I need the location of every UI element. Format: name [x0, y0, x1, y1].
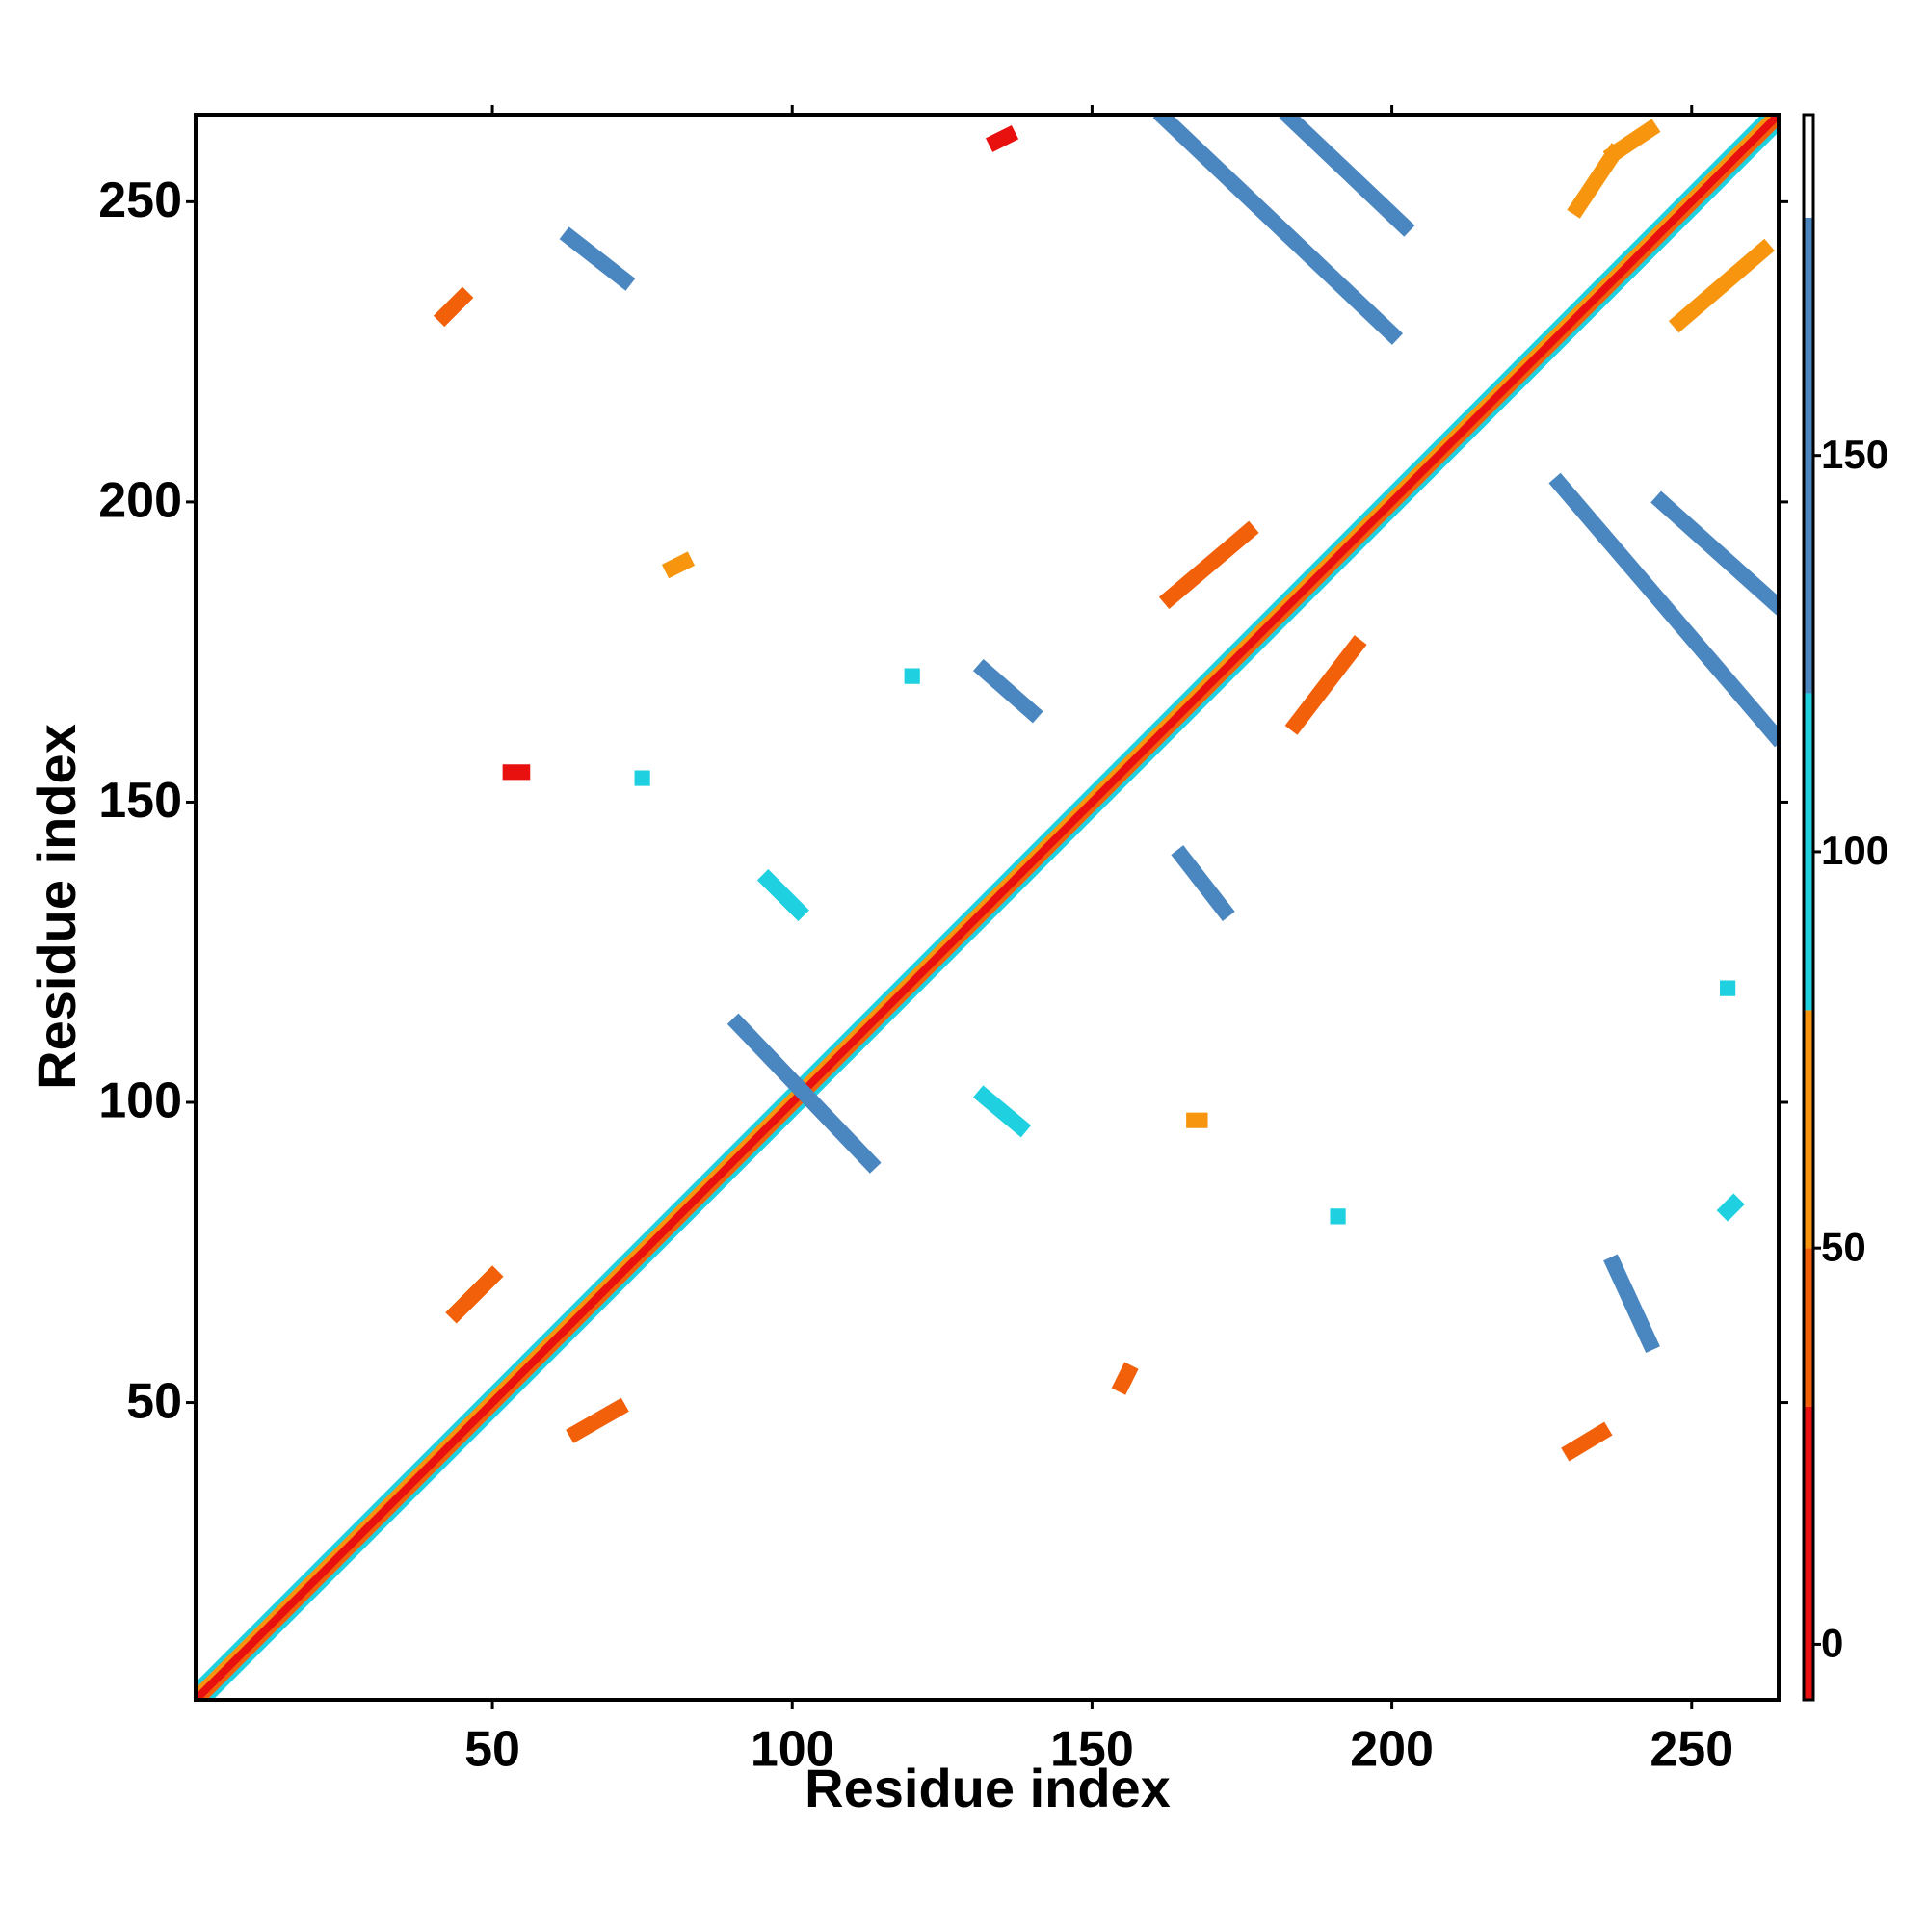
- diagonal-band: [196, 115, 1779, 1700]
- colorbar-tick-label: 150: [1821, 432, 1888, 477]
- contact-cells: [1716, 1193, 1745, 1222]
- contact-cells: [1158, 520, 1259, 610]
- contact-cells: [1171, 845, 1235, 921]
- contact-cells: [972, 1085, 1032, 1138]
- contact-cells: [726, 1013, 882, 1174]
- x-axis-title: Residue index: [805, 1758, 1171, 1818]
- colorbar-band: [1804, 1406, 1813, 1700]
- colorbar-band: [1804, 693, 1813, 1011]
- contact-cells: [1603, 1254, 1660, 1353]
- contact-cells: [1111, 1362, 1139, 1395]
- x-tick-label: 100: [751, 1722, 834, 1778]
- colorbar-band: [1804, 1010, 1813, 1249]
- y-tick-label: 250: [98, 172, 182, 228]
- contact-cells: [1668, 238, 1775, 333]
- contact-cells: [985, 124, 1019, 152]
- contact-cells: [1567, 143, 1625, 219]
- contact-cells: [1561, 1421, 1613, 1462]
- diagonal-band: [198, 118, 1779, 1700]
- contact-cells: [1650, 490, 1779, 616]
- y-tick-label: 100: [98, 1073, 182, 1129]
- contact-cells: [1602, 119, 1661, 165]
- x-tick-label: 250: [1650, 1722, 1733, 1778]
- contact-cells: [1152, 115, 1404, 345]
- contact-cells: [1284, 635, 1367, 735]
- colorbar-tick-label: 0: [1821, 1621, 1843, 1666]
- contact-cells: [972, 658, 1043, 724]
- y-axis-title: Residue index: [26, 724, 87, 1090]
- y-tick-label: 50: [126, 1373, 182, 1429]
- contact-cells: [661, 551, 696, 579]
- colorbar-frame: [1802, 113, 1815, 1702]
- colorbar-band: [1804, 1248, 1813, 1407]
- x-tick-label: 150: [1050, 1722, 1134, 1778]
- contact-cells: [559, 226, 636, 291]
- y-tick-label: 200: [98, 473, 182, 529]
- plot-frame: [194, 113, 1781, 1702]
- contact-cells: [1548, 472, 1779, 748]
- contact-cells: [433, 286, 474, 328]
- x-tick-label: 200: [1350, 1722, 1434, 1778]
- contact-cells: [445, 1265, 504, 1324]
- colorbar-tick-label: 50: [1821, 1224, 1866, 1269]
- contact-cells: [1279, 115, 1415, 237]
- heatmap-cells: [196, 115, 1779, 1700]
- colorbar-tick-label: 100: [1821, 828, 1888, 873]
- colorbar-band: [1804, 217, 1813, 694]
- contact-cells: [756, 869, 809, 922]
- x-tick-label: 50: [464, 1722, 520, 1778]
- diagonal-band: [196, 115, 1776, 1697]
- diagonal-band: [196, 115, 1770, 1691]
- colorbar-band: [1804, 115, 1813, 218]
- diagonal-band: [204, 123, 1779, 1700]
- y-tick-label: 150: [98, 773, 182, 829]
- contact-cells: [566, 1397, 629, 1443]
